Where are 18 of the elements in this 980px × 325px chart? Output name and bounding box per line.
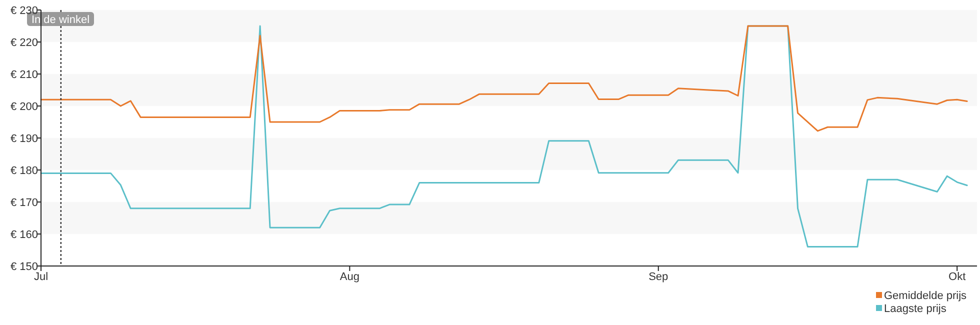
y-tick-label: € 150 bbox=[10, 261, 38, 273]
legend-label: Laagste prijs bbox=[884, 303, 947, 315]
y-tick-label: € 220 bbox=[10, 37, 38, 49]
y-tick-label: € 230 bbox=[10, 5, 38, 17]
legend-label: Gemiddelde prijs bbox=[884, 290, 968, 302]
x-tick-label: Sep bbox=[648, 271, 668, 283]
line-series bbox=[40, 25, 968, 132]
y-tick-label: € 180 bbox=[10, 165, 38, 177]
line-series bbox=[40, 25, 968, 248]
ref-line-label: In de winkel bbox=[31, 14, 90, 26]
x-tick-label: Okt bbox=[948, 271, 966, 283]
x-tick-label: Jul bbox=[34, 271, 48, 283]
y-tick-label: € 160 bbox=[10, 229, 38, 241]
y-tick-label: € 190 bbox=[10, 133, 38, 145]
x-tick-label: Aug bbox=[340, 271, 360, 283]
y-tick-label: € 170 bbox=[10, 197, 38, 209]
y-tick-label: € 210 bbox=[10, 69, 38, 81]
y-tick-label: € 200 bbox=[10, 101, 38, 113]
